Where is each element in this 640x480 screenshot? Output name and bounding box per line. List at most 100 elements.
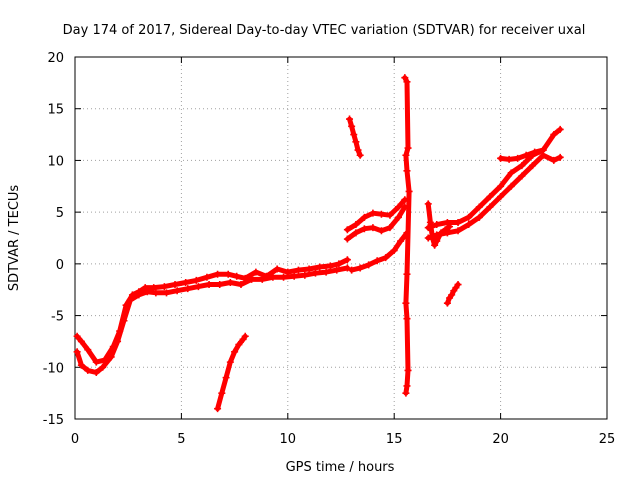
- data-point-marker: [241, 332, 249, 340]
- data-point-marker: [301, 271, 309, 279]
- y-tick-label: -5: [51, 310, 64, 325]
- data-point-marker: [443, 218, 451, 226]
- data-point-marker: [454, 227, 462, 235]
- data-point-marker: [343, 264, 351, 272]
- data-point-marker: [335, 260, 343, 268]
- x-tick-label: 15: [386, 432, 403, 447]
- data-point-marker: [443, 299, 451, 307]
- data-point-marker: [454, 218, 462, 226]
- data-point-marker: [356, 151, 364, 159]
- series-main-trend-lower: [73, 264, 351, 376]
- data-point-marker: [348, 266, 356, 274]
- data-point-marker: [205, 281, 213, 289]
- data-point-marker: [160, 283, 168, 291]
- data-point-marker: [194, 283, 202, 291]
- data-point-marker: [163, 289, 171, 297]
- data-point-marker: [237, 281, 245, 289]
- data-point-marker: [360, 225, 368, 233]
- data-point-marker: [84, 346, 92, 354]
- data-point-marker: [311, 269, 319, 277]
- data-point-marker: [531, 148, 539, 156]
- data-point-marker: [424, 224, 432, 232]
- data-point-marker: [343, 256, 351, 264]
- data-point-marker: [135, 291, 143, 299]
- data-point-marker: [433, 221, 441, 229]
- tick-marks: [74, 56, 608, 420]
- x-tick-label: 20: [492, 432, 509, 447]
- data-point-marker: [203, 273, 211, 281]
- data-point-marker: [143, 288, 151, 296]
- data-point-marker: [431, 241, 439, 249]
- data-point-marker: [405, 187, 413, 195]
- series-scattered-near-15.6h: [401, 74, 413, 397]
- tick-labels: 0 5 10 15 20 25 -15 -10 -5 0 5 10 15 20: [43, 51, 616, 447]
- data-point-marker: [403, 270, 411, 278]
- data-point-marker: [403, 382, 411, 390]
- data-point-marker: [316, 263, 324, 271]
- data-point-marker: [365, 261, 373, 269]
- data-point-marker: [424, 200, 432, 208]
- data-point-marker: [403, 78, 411, 86]
- data-point-marker: [401, 74, 409, 82]
- data-point-marker: [218, 389, 226, 397]
- series-isolated-segment-18h: [443, 281, 462, 307]
- data-point-marker: [386, 211, 394, 219]
- data-point-marker: [171, 281, 179, 289]
- data-point-marker: [507, 182, 515, 190]
- data-point-marker: [152, 289, 160, 297]
- y-tick-label: 20: [47, 51, 64, 66]
- data-point-marker: [77, 337, 85, 345]
- series-trace: [344, 197, 408, 233]
- data-point-marker: [343, 226, 351, 234]
- data-point-marker: [126, 296, 134, 304]
- data-point-marker: [182, 278, 190, 286]
- data-point-marker: [382, 254, 390, 262]
- data-point-marker: [333, 266, 341, 274]
- data-point-marker: [369, 224, 377, 232]
- x-tick-label: 10: [280, 432, 297, 447]
- data-point-marker: [550, 156, 558, 164]
- data-point-marker: [404, 144, 412, 152]
- data-point-marker: [497, 154, 505, 162]
- series-evening-flat: [497, 146, 547, 163]
- data-point-marker: [522, 151, 530, 159]
- x-tick-label: 5: [177, 432, 185, 447]
- series-late-lower-branch: [348, 229, 411, 274]
- data-point-marker: [226, 358, 234, 366]
- data-point-marker: [73, 332, 81, 340]
- data-point-marker: [258, 275, 266, 283]
- data-point-marker: [465, 213, 473, 221]
- y-tick-label: 15: [47, 103, 64, 118]
- data-point-marker: [77, 361, 85, 369]
- data-point-marker: [348, 122, 356, 130]
- data-point-marker: [280, 273, 288, 281]
- data-point-marker: [226, 278, 234, 286]
- data-point-marker: [233, 272, 241, 280]
- data-point-marker: [443, 229, 451, 237]
- data-point-marker: [369, 209, 377, 217]
- data-point-marker: [305, 265, 313, 273]
- data-point-marker: [92, 358, 100, 366]
- series-steep-segment: [346, 115, 364, 159]
- data-point-marker: [346, 115, 354, 123]
- data-point-marker: [73, 348, 81, 356]
- x-tick-label: 0: [71, 432, 79, 447]
- data-point-marker: [173, 287, 181, 295]
- data-point-marker: [248, 275, 256, 283]
- data-point-marker: [273, 265, 281, 273]
- series-descending-arc: [214, 332, 249, 413]
- data-point-marker: [514, 154, 522, 162]
- data-point-marker: [322, 268, 330, 276]
- data-points: [73, 74, 564, 413]
- data-point-marker: [448, 291, 456, 299]
- data-point-marker: [518, 172, 526, 180]
- data-point-marker: [360, 213, 368, 221]
- data-point-marker: [150, 284, 158, 292]
- plot-frame: [74, 56, 608, 420]
- data-point-marker: [224, 270, 232, 278]
- data-point-marker: [120, 317, 128, 325]
- data-point-marker: [486, 203, 494, 211]
- data-point-marker: [556, 153, 564, 161]
- data-point-marker: [518, 162, 526, 170]
